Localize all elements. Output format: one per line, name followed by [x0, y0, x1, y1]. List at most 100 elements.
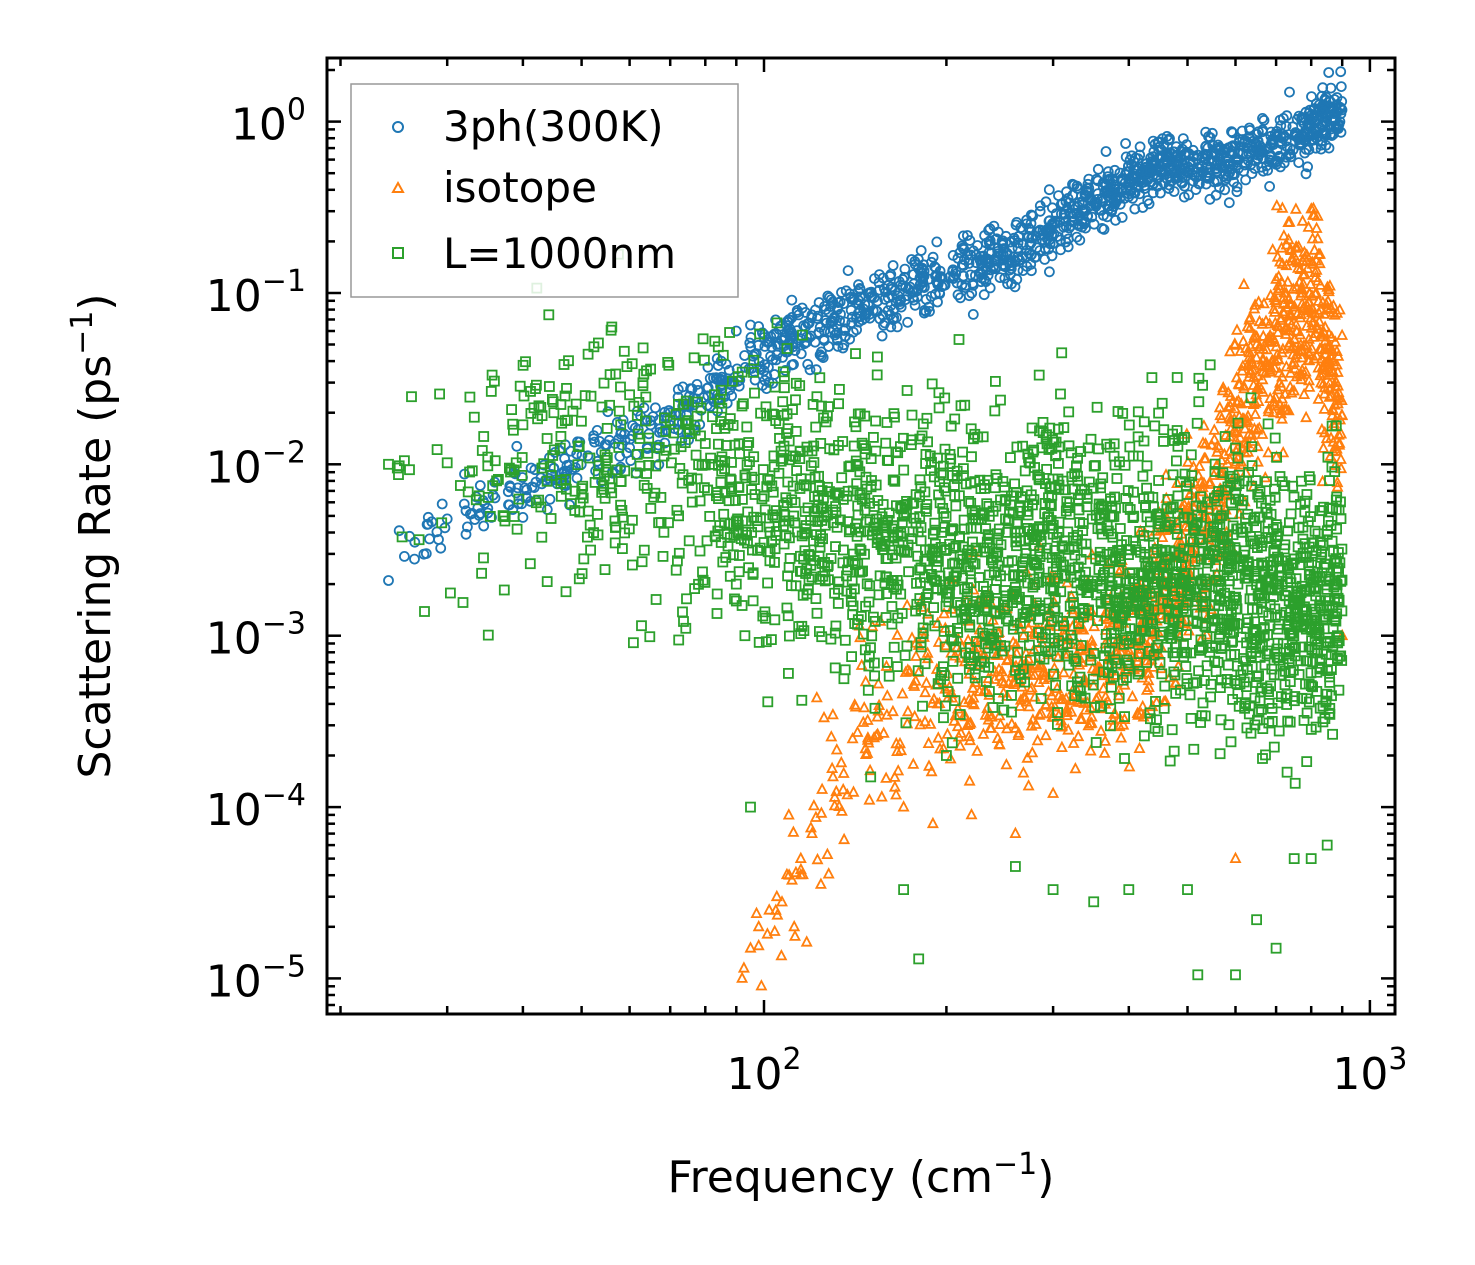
data-point [1212, 139, 1224, 151]
data-point [592, 508, 603, 520]
data-point [1033, 708, 1046, 720]
data-point [1123, 760, 1136, 772]
data-point [1137, 202, 1149, 213]
data-point [1331, 365, 1344, 377]
data-point [958, 230, 969, 242]
data-point [966, 451, 977, 463]
data-point [711, 588, 723, 600]
data-point [1307, 201, 1320, 213]
data-point [1246, 434, 1259, 446]
data-point [1256, 317, 1269, 329]
data-point [1203, 475, 1216, 487]
data-point [949, 649, 961, 661]
data-point [704, 372, 716, 384]
data-point [952, 730, 965, 742]
data-point [517, 359, 529, 371]
data-point [1179, 519, 1192, 531]
data-point [1310, 221, 1323, 233]
data-point [1249, 298, 1262, 310]
data-point [989, 405, 1001, 417]
data-point [1108, 450, 1120, 462]
data-point [1241, 319, 1254, 332]
data-point [502, 486, 514, 498]
data-point [1195, 475, 1207, 487]
data-point [1092, 175, 1104, 187]
data-point [872, 677, 885, 689]
data-point [963, 692, 976, 705]
data-point [1217, 380, 1230, 393]
data-point [1321, 280, 1334, 292]
data-point [1055, 740, 1068, 752]
data-point [1287, 282, 1300, 294]
data-point [910, 649, 922, 661]
data-point [871, 710, 884, 722]
data-point [810, 593, 822, 604]
data-point [859, 674, 872, 687]
data-point [1171, 170, 1183, 182]
data-point [1035, 707, 1048, 719]
data-point [1215, 411, 1228, 424]
data-point [1034, 205, 1046, 217]
data-point [1245, 428, 1258, 440]
data-point [1300, 303, 1313, 316]
data-point [784, 630, 795, 642]
data-point [938, 712, 949, 724]
data-point [1103, 173, 1115, 185]
data-point [1231, 159, 1243, 171]
data-point [650, 594, 662, 605]
data-point [788, 919, 801, 932]
data-point [599, 564, 611, 575]
data-point [782, 315, 793, 327]
data-point [847, 785, 860, 797]
data-point [1131, 171, 1143, 182]
data-point [983, 224, 994, 236]
data-point [624, 442, 635, 454]
data-point [810, 690, 823, 703]
data-point [1262, 445, 1275, 458]
data-point [767, 354, 779, 366]
data-point [853, 294, 864, 306]
data-point [877, 726, 890, 738]
data-point [810, 364, 822, 376]
data-point [1253, 314, 1266, 327]
data-point [808, 457, 820, 468]
data-point [876, 330, 888, 342]
data-point [1234, 344, 1247, 356]
data-point [828, 790, 841, 802]
data-point [866, 291, 877, 303]
data-point [971, 744, 984, 756]
data-point [1244, 310, 1257, 323]
data-point [786, 359, 798, 371]
data-point [650, 402, 661, 414]
data-point [874, 284, 885, 296]
data-point [710, 372, 722, 384]
data-point [1315, 376, 1327, 388]
data-point [741, 421, 753, 433]
data-point [1293, 157, 1305, 169]
data-point [1076, 215, 1088, 226]
data-point [1116, 173, 1128, 185]
data-point [789, 929, 801, 941]
data-point [1253, 421, 1266, 433]
data-point [846, 651, 857, 662]
data-point [1265, 151, 1276, 163]
data-point [838, 298, 850, 310]
data-point [1203, 131, 1214, 143]
data-point [1302, 332, 1315, 344]
data-point [936, 272, 948, 284]
data-point [796, 694, 808, 706]
data-point [1286, 254, 1299, 266]
data-point [814, 877, 827, 889]
data-point [770, 354, 782, 366]
data-point [1062, 526, 1074, 538]
data-point [893, 275, 905, 287]
data-point [803, 317, 815, 329]
data-point [828, 324, 840, 336]
data-point [749, 387, 760, 399]
data-point [837, 782, 850, 795]
data-point [1283, 215, 1296, 227]
data-point [805, 460, 817, 472]
data-point [1142, 165, 1154, 177]
data-point [1326, 402, 1339, 414]
data-point [545, 513, 557, 524]
